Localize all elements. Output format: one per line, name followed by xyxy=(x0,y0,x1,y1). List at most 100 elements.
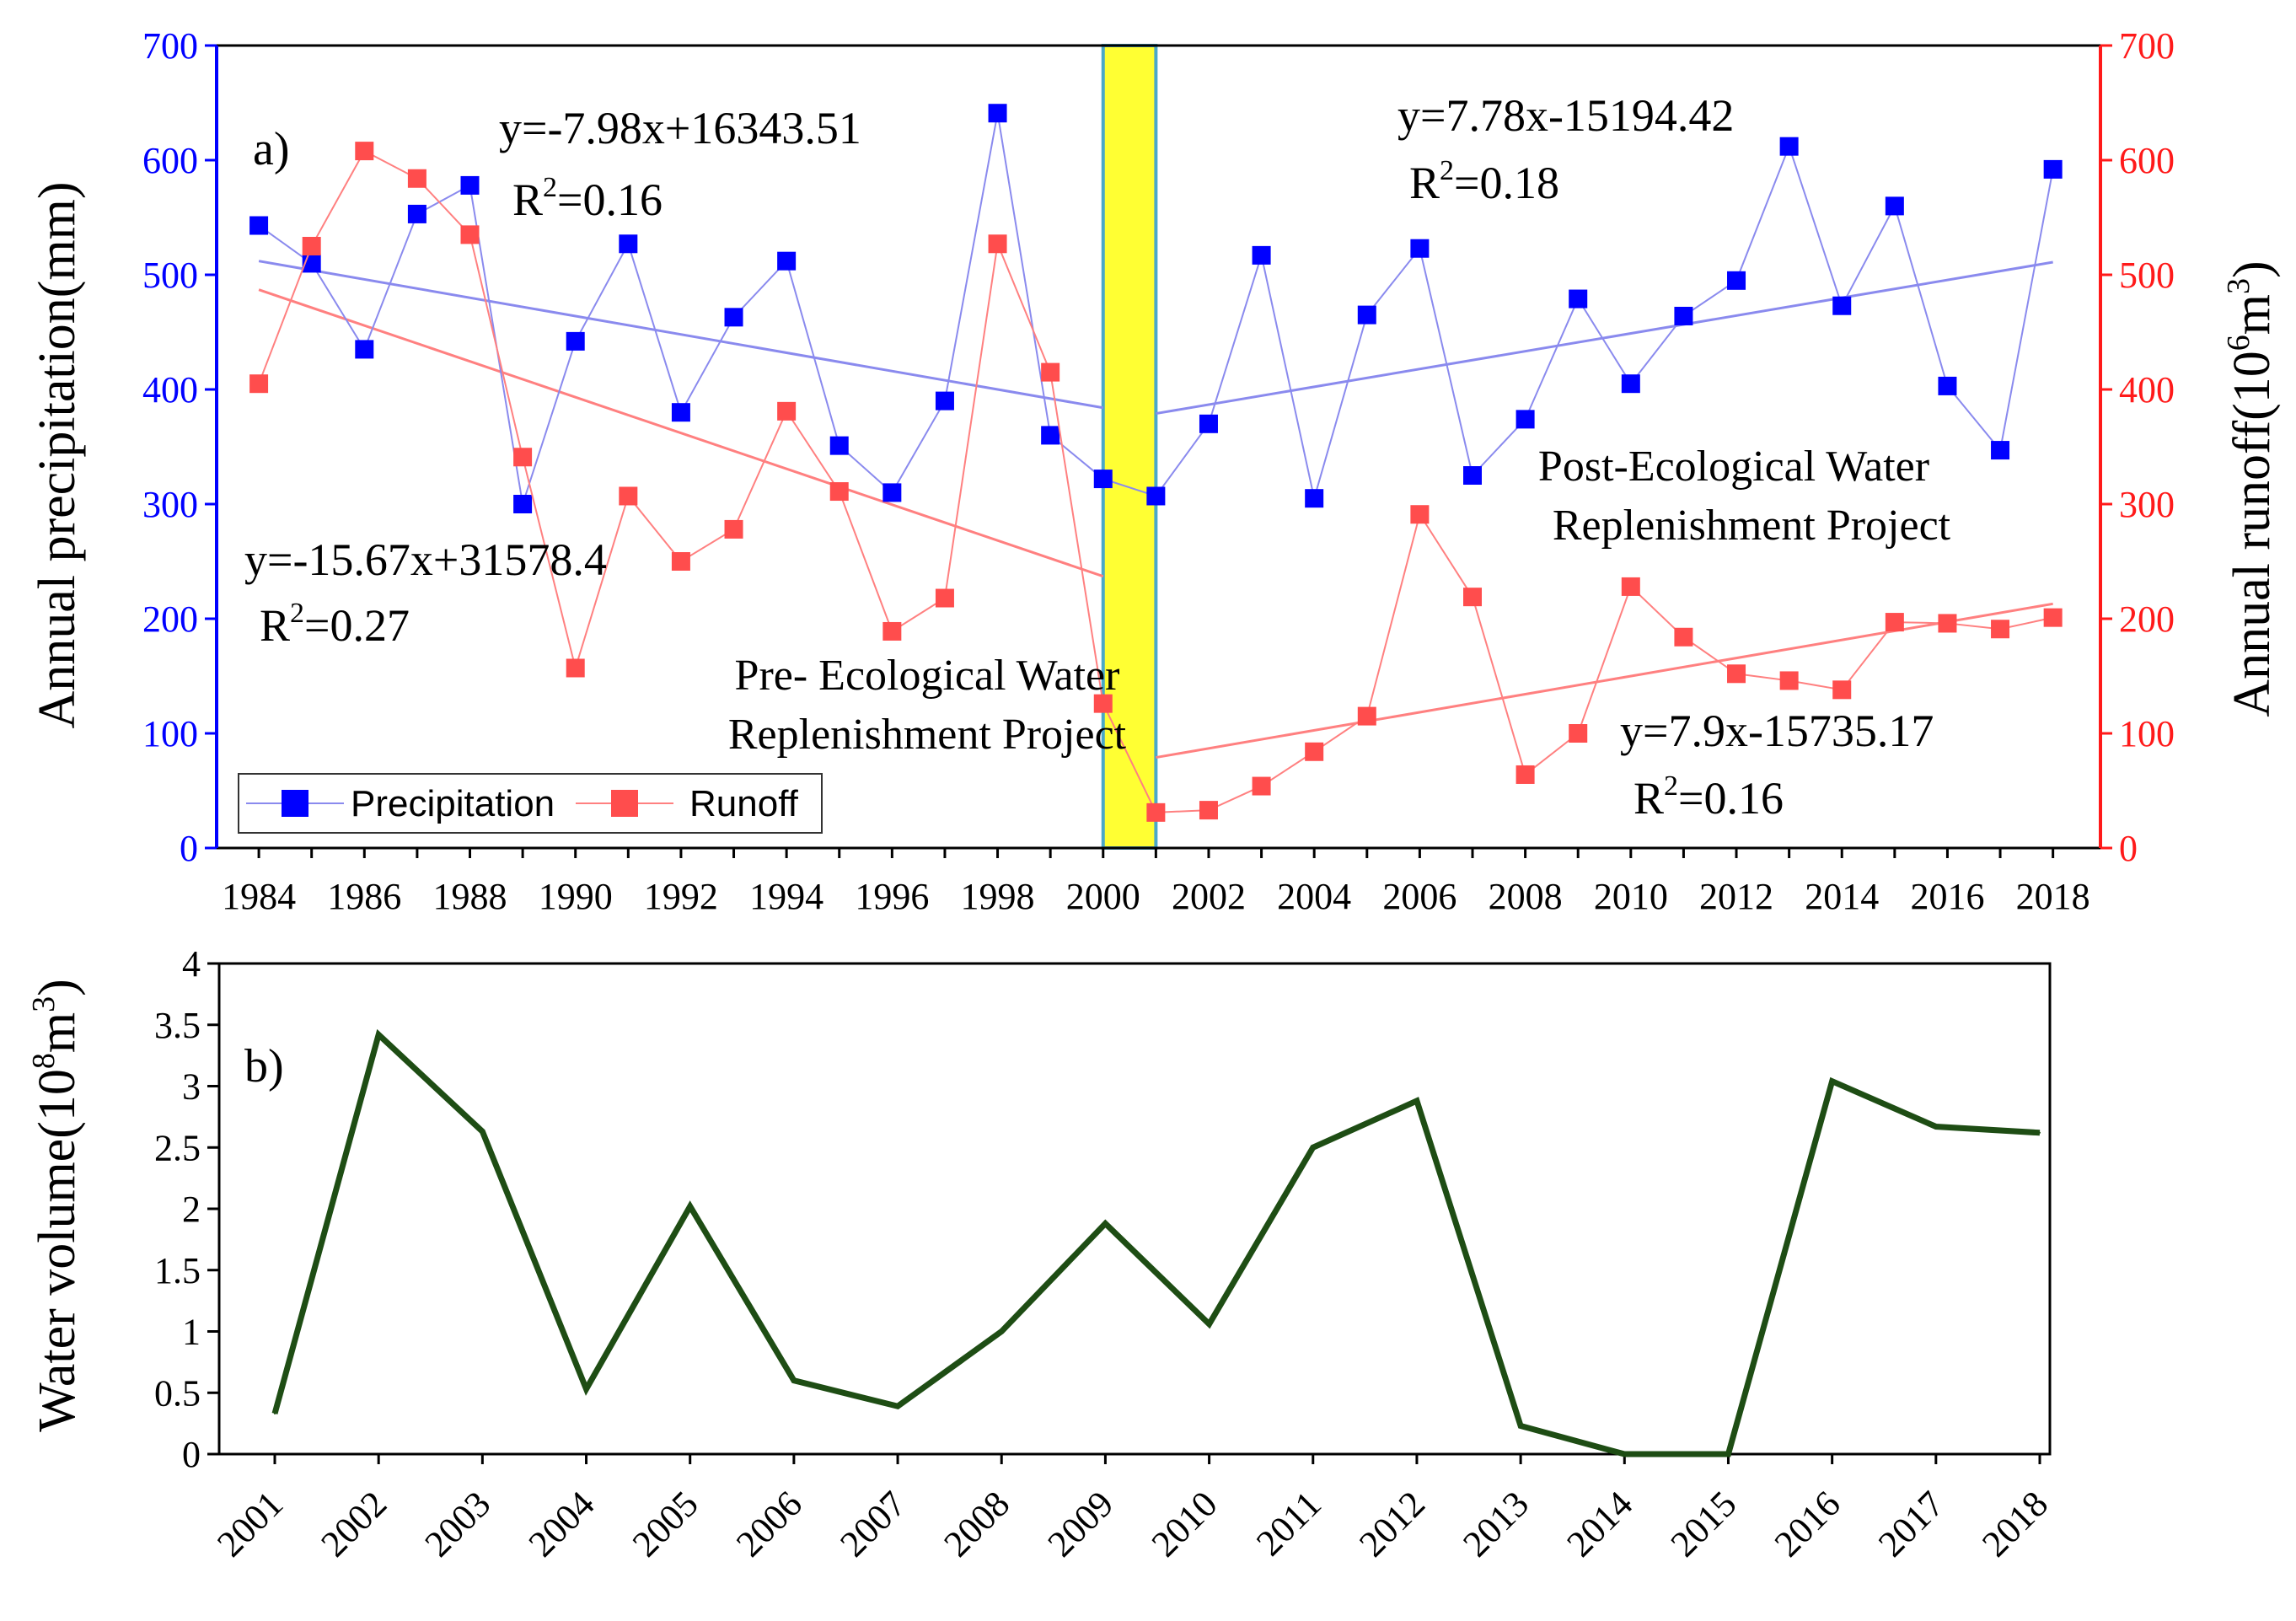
runoff-point-1999 xyxy=(1041,362,1060,382)
precip-point-2014 xyxy=(1832,296,1852,315)
panel-b-y-ticks: 0 0.5 1 1.5 2 2.5 3 3.5 4 xyxy=(154,943,219,1475)
water-volume-point-2005 xyxy=(689,1205,691,1208)
b-y-tick-label-0.5: 0.5 xyxy=(154,1372,201,1414)
x-tick-label-2018: 2018 xyxy=(2016,876,2090,917)
precip-point-1991 xyxy=(619,234,638,254)
annotation-pre-line2: Replenishment Project xyxy=(728,711,1127,759)
panel-b-label: b) xyxy=(244,1040,284,1092)
r2-precip-post: R2=0.18 xyxy=(1409,155,1559,208)
eq-precip-pre: y=-7.98x+16343.51 xyxy=(499,103,861,153)
b-y-tick-label-1.5: 1.5 xyxy=(154,1250,201,1291)
x-tick-label-1998: 1998 xyxy=(961,876,1035,917)
trendline-precip-0 xyxy=(258,260,1104,410)
runoff-point-1998 xyxy=(988,234,1007,254)
b-y-tick-label-2: 2 xyxy=(182,1189,201,1230)
legend-precip-marker xyxy=(282,790,308,817)
precip-point-2008 xyxy=(1515,410,1535,429)
runoff-point-2006 xyxy=(1410,505,1430,524)
left-tick-label-0: 0 xyxy=(180,828,198,869)
b-x-tick-label-2006: 2006 xyxy=(728,1483,810,1565)
panel-a-label: a) xyxy=(253,123,290,175)
b-x-tick-label-2011: 2011 xyxy=(1248,1483,1329,1564)
b-y-tick-label-3.5: 3.5 xyxy=(154,1005,201,1046)
left-tick-label-400: 400 xyxy=(142,369,198,411)
r2-runoff-pre: R2=0.27 xyxy=(260,598,410,651)
runoff-point-2009 xyxy=(1569,724,1588,743)
runoff-point-1990 xyxy=(566,658,585,678)
b-x-tick-label-2009: 2009 xyxy=(1040,1483,1122,1565)
runoff-point-1985 xyxy=(302,237,321,255)
legend-runoff-marker xyxy=(611,790,638,817)
r2-precip-pre: R2=0.16 xyxy=(512,172,663,225)
runoff-point-1989 xyxy=(513,448,533,467)
runoff-point-2011 xyxy=(1674,627,1693,647)
runoff-point-1995 xyxy=(829,482,849,502)
runoff-point-1992 xyxy=(671,552,690,571)
panel-a-series xyxy=(249,104,2063,822)
b-x-tick-label-2010: 2010 xyxy=(1144,1483,1226,1565)
precip-point-2013 xyxy=(1779,137,1799,156)
b-x-tick-label-2014: 2014 xyxy=(1558,1483,1640,1565)
runoff-point-2003 xyxy=(1252,776,1271,796)
trendline-runoff-2 xyxy=(258,288,1104,578)
right-tick-label-200: 200 xyxy=(2119,598,2175,640)
left-tick-label-100: 100 xyxy=(142,713,198,754)
b-x-tick-label-2016: 2016 xyxy=(1767,1483,1848,1565)
panel-a-right-axis-title: Annual runoff(106m3) xyxy=(2221,260,2281,717)
runoff-point-2004 xyxy=(1305,742,1324,761)
water-volume-point-2010 xyxy=(1208,1323,1210,1325)
water-volume-line xyxy=(271,1028,2041,1457)
water-volume-point-2016 xyxy=(1831,1080,1833,1082)
precip-point-2003 xyxy=(1252,245,1271,265)
right-tick-label-500: 500 xyxy=(2119,255,2175,296)
b-x-tick-label-2008: 2008 xyxy=(936,1483,1017,1565)
b-y-tick-label-2.5: 2.5 xyxy=(154,1127,201,1168)
runoff-point-1984 xyxy=(249,374,269,394)
water-volume-point-2006 xyxy=(792,1379,795,1382)
runoff-point-2008 xyxy=(1515,765,1535,784)
runoff-point-2018 xyxy=(2043,608,2063,627)
runoff-point-1987 xyxy=(407,169,426,188)
x-tick-label-2012: 2012 xyxy=(1699,876,1773,917)
runoff-point-1991 xyxy=(619,486,638,506)
precip-point-1986 xyxy=(355,340,374,359)
right-tick-label-700: 700 xyxy=(2119,25,2175,67)
panel-a-right-ticks: 0 100 200 300 400 500 600 700 xyxy=(2100,25,2175,869)
panel-b-chart: 00.511.522.533.54 2001 2002 2003 2004 2005 20… xyxy=(26,943,2056,1565)
water-volume-point-2002 xyxy=(378,1033,380,1036)
water-volume-point-2003 xyxy=(481,1130,484,1133)
eq-runoff-post: y=7.9x-15735.17 xyxy=(1620,706,1934,756)
left-tick-label-500: 500 xyxy=(142,255,198,296)
runoff-point-2014 xyxy=(1832,680,1852,700)
precip-point-2001 xyxy=(1146,486,1166,506)
panel-a-left-ticks: 0 100 200 300 400 500 600 700 xyxy=(142,25,217,869)
runoff-point-2012 xyxy=(1727,664,1746,684)
left-tick-label-700: 700 xyxy=(142,25,198,67)
water-volume-point-2012 xyxy=(1415,1099,1418,1102)
panel-a-x-ticks: 1984 1986 1988 1990 1992 1994 1996 1998 2000 2002… xyxy=(222,848,2090,917)
legend: Precipitation Runoff xyxy=(238,773,823,834)
water-volume-point-2015 xyxy=(1727,1453,1730,1455)
runoff-point-2015 xyxy=(1885,613,1904,632)
b-y-tick-label-1: 1 xyxy=(182,1312,201,1353)
x-tick-label-1992: 1992 xyxy=(644,876,718,917)
water-volume-point-2017 xyxy=(1934,1125,1937,1128)
legend-runoff-label: Runoff xyxy=(689,783,799,824)
precip-point-1992 xyxy=(671,403,690,422)
panel-b-x-ticks: 2001 2002 2003 2004 2005 2006 2007 2008 2009 2010… xyxy=(209,1454,2056,1565)
runoff-point-1986 xyxy=(355,142,374,161)
precip-point-2012 xyxy=(1727,271,1746,290)
precip-point-2005 xyxy=(1357,305,1376,325)
x-tick-label-1994: 1994 xyxy=(749,876,823,917)
water-volume-point-2008 xyxy=(1000,1330,1003,1333)
runoff-point-2010 xyxy=(1621,577,1640,596)
b-y-tick-label-3: 3 xyxy=(182,1066,201,1108)
precip-point-2011 xyxy=(1674,306,1693,325)
precip-point-1999 xyxy=(1041,426,1060,445)
runoff-point-2016 xyxy=(1938,614,1957,633)
precip-point-2010 xyxy=(1621,374,1640,394)
water-volume-point-2009 xyxy=(1104,1222,1107,1225)
precip-point-2007 xyxy=(1463,466,1482,485)
precip-point-1993 xyxy=(724,308,743,327)
right-tick-label-600: 600 xyxy=(2119,140,2175,181)
